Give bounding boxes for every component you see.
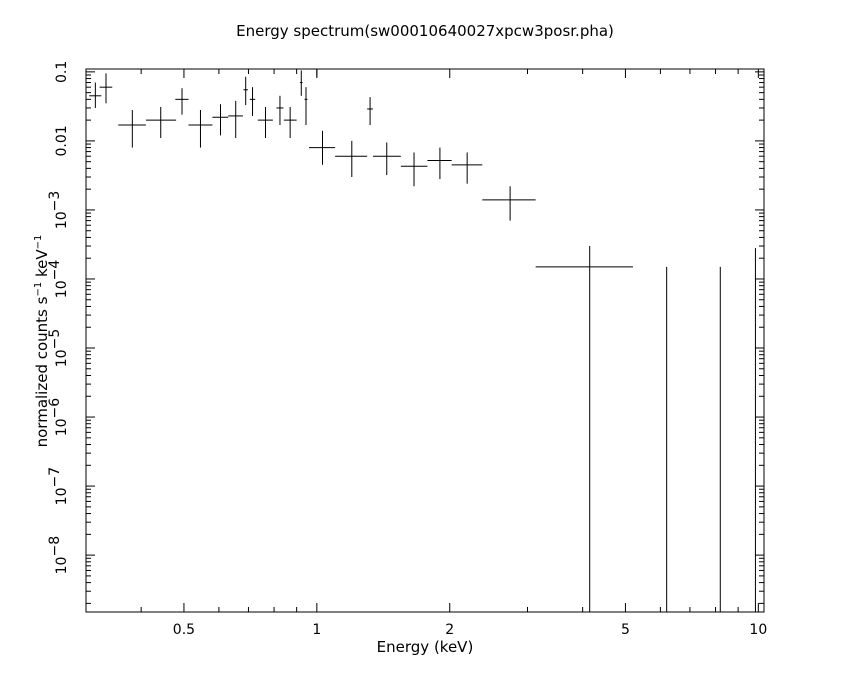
y-tick-label: 0.01 <box>54 125 70 156</box>
y-tick-label: 10−3 <box>47 191 70 229</box>
data-point <box>482 186 536 221</box>
data-point <box>283 106 297 139</box>
data-point <box>145 106 177 139</box>
data-point <box>118 110 146 148</box>
data-point <box>400 152 428 187</box>
y-tick-label-exponent: −7 <box>47 467 63 488</box>
y-axis-label-prefix: normalized counts s <box>33 296 51 448</box>
y-tick-label-exponent: −6 <box>47 398 63 419</box>
data-point <box>228 100 243 139</box>
y-tick-label-base: 10 <box>54 557 70 575</box>
y-tick-label: 10−5 <box>47 329 70 367</box>
y-tick-label-exponent: −5 <box>47 329 63 350</box>
y-axis-label-middle: keV <box>33 249 51 282</box>
axis-ticks <box>85 69 764 612</box>
x-tick-label: 1 <box>312 622 321 638</box>
chart-title: Energy spectrum(sw00010640027xpcw3posr.p… <box>236 22 614 40</box>
data-point <box>367 97 373 125</box>
y-tick-label: 10−8 <box>47 536 70 574</box>
y-tick-label-base: 0.1 <box>54 61 70 83</box>
y-tick-label: 10−7 <box>47 467 70 505</box>
data-point <box>99 73 113 104</box>
data-point <box>243 76 248 106</box>
data-points <box>89 69 756 612</box>
data-point <box>257 106 273 139</box>
y-tick-label: 10−4 <box>47 260 70 299</box>
data-point <box>427 147 452 180</box>
plot-border <box>85 68 765 613</box>
data-point <box>300 70 303 96</box>
y-axis-label: normalized counts s−1 keV−1 <box>33 235 51 448</box>
y-tick-label: 10−6 <box>47 398 70 437</box>
y-tick-label-base: 10 <box>54 349 70 367</box>
data-point <box>212 104 229 136</box>
y-tick-label-exponent: −8 <box>47 536 63 557</box>
y-tick-label: 0.1 <box>54 61 70 83</box>
data-point <box>175 88 189 115</box>
plot-frame <box>85 68 765 613</box>
x-tick-label: 10 <box>749 622 767 638</box>
x-tick-label: 5 <box>621 622 630 638</box>
data-point <box>89 82 102 108</box>
x-tick-label: 2 <box>445 622 454 638</box>
y-tick-label-base: 10 <box>54 418 70 436</box>
y-axis-label-exp2: −1 <box>33 234 44 250</box>
y-tick-label-exponent: −4 <box>47 260 63 281</box>
y-tick-label-exponent: −3 <box>47 191 63 212</box>
y-axis-label-exp1: −1 <box>33 281 44 297</box>
y-tick-label-base: 0.01 <box>54 125 70 156</box>
x-axis-label: Energy (keV) <box>376 638 474 656</box>
data-point <box>309 130 336 165</box>
data-point <box>249 87 256 116</box>
y-tick-label-base: 10 <box>54 211 70 229</box>
data-point <box>188 110 213 148</box>
data-point <box>304 87 308 125</box>
data-point <box>535 246 633 612</box>
data-point <box>335 140 368 177</box>
data-point <box>316 69 318 77</box>
data-point <box>276 95 284 125</box>
data-point <box>451 152 483 184</box>
data-point <box>372 142 401 176</box>
x-tick-label: 0.5 <box>173 622 195 638</box>
y-tick-label-base: 10 <box>54 487 70 505</box>
y-tick-label-base: 10 <box>54 280 70 298</box>
